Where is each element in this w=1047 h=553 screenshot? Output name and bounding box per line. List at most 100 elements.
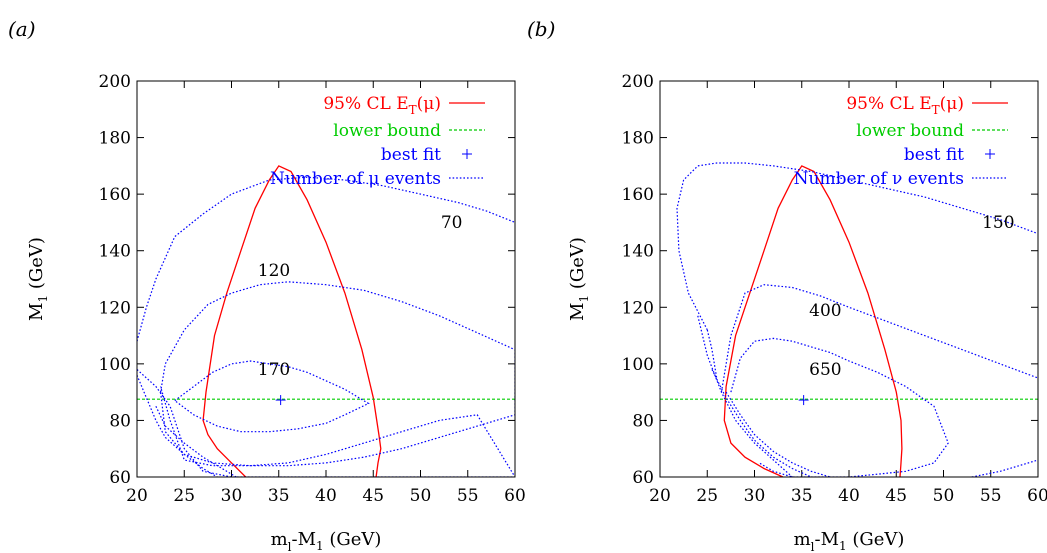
x-tick-label: 45 <box>362 486 384 506</box>
series-contour-120-ring <box>160 281 515 467</box>
series-contour-120 <box>137 369 515 477</box>
series-contour-outer-b <box>711 369 812 477</box>
series-contour-170 <box>174 360 370 433</box>
y-tick-label: 120 <box>622 298 654 318</box>
legend-label: lower bound <box>333 121 441 141</box>
legend-label: 95% CL ET(μ) <box>323 94 441 117</box>
y-axis-label-main: M <box>567 303 588 321</box>
x-tick-label: 40 <box>838 486 860 506</box>
y-tick-label: 200 <box>99 72 131 92</box>
legend-label: lower bound <box>856 121 964 141</box>
x-axis-label-sub2: 1 <box>839 539 847 553</box>
panel-a: (a) 20 25 30 35 40 45 50 55 60 60 80 100 120 140 160 180… <box>8 17 526 553</box>
x-tick-label: 25 <box>173 486 195 506</box>
contour-label: 650 <box>809 360 841 380</box>
panel-b: (b) 20 25 30 35 40 45 50 55 60 60 80 100 120 140 160 180… <box>527 17 1047 553</box>
series-contour-outer-a <box>697 315 793 477</box>
y-axis-label-sub: 1 <box>36 295 50 303</box>
x-tick-label: 20 <box>649 486 671 506</box>
x-axis-label-sub: l <box>288 540 292 553</box>
legend-label-main: best fit <box>381 145 441 165</box>
plot-area <box>660 162 1038 477</box>
y-tick-label: 160 <box>622 185 654 205</box>
legend-entry: 95% CL ET(μ) <box>323 94 485 117</box>
legend-label-main: Number of μ events <box>270 169 441 189</box>
panel-label: (a) <box>8 17 36 41</box>
contour-label: 70 <box>441 213 463 233</box>
series-contour-150 <box>676 162 1038 331</box>
x-axis-label-rest: -M <box>814 529 839 550</box>
legend-entry: best fit <box>904 145 995 165</box>
series-contour-650 <box>730 337 949 477</box>
legend-label-main: lower bound <box>856 121 964 141</box>
y-axis-label-sub: 1 <box>577 295 591 303</box>
x-tick-label: 55 <box>980 486 1002 506</box>
x-tick-label: 25 <box>696 486 718 506</box>
legend-entry: 95% CL ET(μ) <box>846 94 1008 117</box>
x-tick-label: 35 <box>791 486 813 506</box>
series-contour-70 <box>137 176 515 342</box>
plot-frame <box>659 80 1039 478</box>
legend-entry: lower bound <box>333 121 485 141</box>
legend-label-main: 95% CL E <box>846 94 931 114</box>
y-tick-label: 100 <box>99 355 131 375</box>
legend-label-sub: T <box>932 103 940 117</box>
y-tick-label: 180 <box>622 129 654 149</box>
legend-label: Number of μ events <box>270 169 441 189</box>
contour-label: 120 <box>258 261 290 281</box>
series-contour-outer-c <box>725 391 831 477</box>
x-tick-label: 60 <box>504 486 526 506</box>
x-axis-label-sub2: 1 <box>316 539 324 553</box>
x-tick-label: 50 <box>410 486 432 506</box>
x-tick-label: 45 <box>885 486 907 506</box>
series-cl95 <box>202 165 382 477</box>
x-axis-label: ml-M1 (GeV) <box>794 529 905 553</box>
contour-label: 170 <box>258 360 290 380</box>
y-axis-label: M1 (GeV) <box>26 237 50 321</box>
contour-label: 150 <box>982 213 1014 233</box>
x-tick-label: 55 <box>457 486 479 506</box>
series-cl95 <box>723 165 903 477</box>
plot-area <box>137 165 515 477</box>
series-contour-outer-lower-2 <box>155 406 237 477</box>
y-tick-label: 140 <box>99 242 131 262</box>
legend-label-main: 95% CL E <box>323 94 408 114</box>
y-axis-label: M1 (GeV) <box>567 237 591 321</box>
legend-label: best fit <box>381 145 441 165</box>
legend-label-main: best fit <box>904 145 964 165</box>
y-axis-label-unit: (GeV) <box>26 237 47 295</box>
y-tick-label: 120 <box>99 298 131 318</box>
plot-frame <box>136 80 516 478</box>
legend-label-suffix: (μ) <box>940 94 964 114</box>
legend-label: Number of ν events <box>794 169 964 189</box>
x-axis-label-main: m <box>794 529 811 550</box>
y-tick-label: 60 <box>632 468 654 488</box>
series-contour-400 <box>720 284 1038 393</box>
x-axis-label-main: m <box>271 529 288 550</box>
series-contour-outer-d <box>971 459 1038 477</box>
y-tick-label: 180 <box>99 129 131 149</box>
y-tick-label: 80 <box>632 411 654 431</box>
x-tick-label: 40 <box>315 486 337 506</box>
legend-label-sub: T <box>409 103 417 117</box>
y-tick-label: 80 <box>109 411 131 431</box>
series-contour-outer-lower <box>137 374 218 477</box>
panel-label: (b) <box>527 17 555 41</box>
x-tick-label: 30 <box>744 486 766 506</box>
x-tick-label: 20 <box>126 486 148 506</box>
legend-label-suffix: (μ) <box>417 94 441 114</box>
x-tick-label: 30 <box>221 486 243 506</box>
y-tick-label: 200 <box>622 72 654 92</box>
x-tick-label: 60 <box>1027 486 1047 506</box>
x-axis-label-unit: (GeV) <box>847 529 905 550</box>
legend-entry: best fit <box>381 145 472 165</box>
y-tick-label: 100 <box>622 355 654 375</box>
y-axis-label-unit: (GeV) <box>567 237 588 295</box>
legend-entry: Number of μ events <box>270 169 485 189</box>
x-tick-label: 50 <box>933 486 955 506</box>
y-axis-label-main: M <box>26 303 47 321</box>
best-fit-point <box>798 395 809 406</box>
y-tick-label: 160 <box>99 185 131 205</box>
contour-label: 400 <box>809 301 841 321</box>
